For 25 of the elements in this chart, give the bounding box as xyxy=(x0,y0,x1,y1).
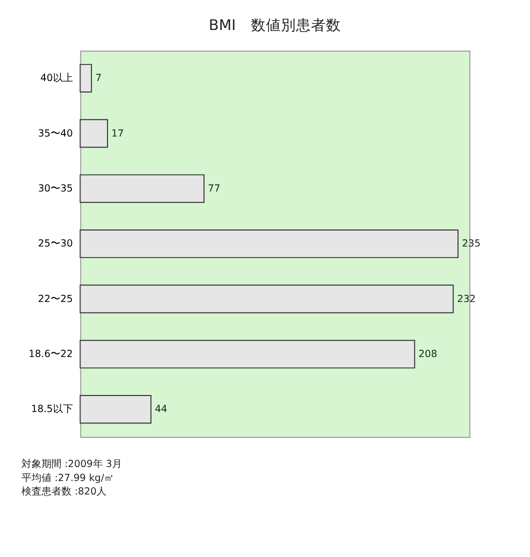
text: 検査患者数 :820人 xyxy=(22,486,107,498)
y-tick-label: 40以上 xyxy=(40,72,73,84)
text: 平均値 :27.99 kg/㎡ xyxy=(22,472,114,484)
data-label: 235 xyxy=(462,238,481,250)
data-label: 208 xyxy=(418,349,438,360)
text: 対象期間 :2009年 3月 xyxy=(22,458,122,470)
y-tick-label: 25〜30 xyxy=(38,238,73,250)
bar xyxy=(80,174,204,203)
bar xyxy=(80,284,454,314)
y-tick-label: 22〜25 xyxy=(38,294,73,305)
bar xyxy=(80,64,92,93)
bar xyxy=(80,119,108,148)
y-tick-label: 18.5以下 xyxy=(31,403,73,416)
data-label: 17 xyxy=(111,128,124,140)
bar xyxy=(80,395,152,424)
chart-title: BMI 数値別患者数 xyxy=(208,17,341,34)
data-label: 44 xyxy=(154,404,168,416)
data-label: 7 xyxy=(95,73,102,84)
y-tick-label: 35〜40 xyxy=(38,128,73,140)
bar xyxy=(80,229,459,258)
y-tick-label: 18.6〜22 xyxy=(28,349,73,360)
bar xyxy=(80,340,416,368)
y-tick-label: 30〜35 xyxy=(38,184,73,195)
data-label: 77 xyxy=(208,184,220,195)
data-label: 232 xyxy=(457,294,476,305)
